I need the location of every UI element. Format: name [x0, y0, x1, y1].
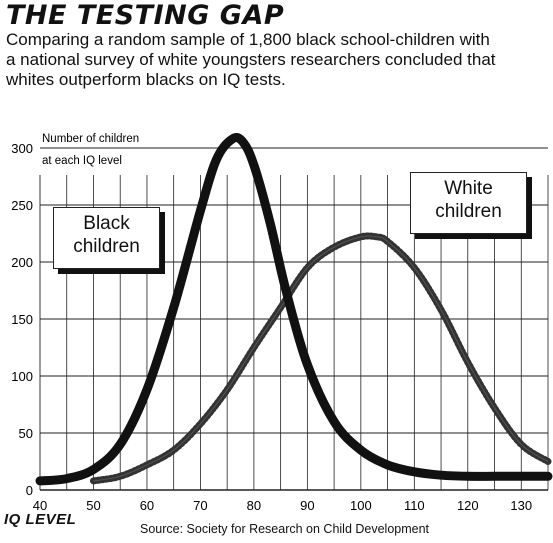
y-tick-label: 250 — [11, 198, 33, 213]
chart-title: THE TESTING GAP — [6, 0, 285, 31]
legend-white-children: White children — [410, 172, 527, 234]
x-tick-label: 120 — [457, 498, 479, 513]
x-tick-labels: 40 50 60 70 80 90 100 110 120 130 — [33, 498, 532, 513]
y-tick-label: 150 — [11, 312, 33, 327]
x-tick-label: 40 — [33, 498, 47, 513]
chart-subtitle: Comparing a random sample of 1,800 black… — [6, 30, 496, 89]
y-tick-label: 0 — [26, 483, 33, 498]
y-tick-labels: 0 50 100 150 200 250 300 — [11, 141, 33, 498]
y-axis-label-line2: at each IQ level — [42, 155, 122, 167]
x-tick-label: 110 — [404, 498, 425, 513]
x-tick-label: 130 — [510, 498, 532, 513]
series-black-children-line — [35, 133, 553, 486]
x-tick-label: 60 — [140, 498, 154, 513]
x-tick-label: 50 — [86, 498, 100, 513]
y-axis-label-line1: Number of children — [42, 133, 139, 145]
y-tick-label: 100 — [11, 369, 33, 384]
y-tick-label: 300 — [11, 141, 33, 156]
x-tick-label: 100 — [350, 498, 372, 513]
source-note: Source: Society for Research on Child De… — [140, 522, 430, 536]
x-tick-label: 70 — [193, 498, 207, 513]
y-tick-label: 50 — [19, 426, 33, 441]
legend-black-children: Black children — [53, 207, 160, 269]
y-tick-label: 200 — [11, 255, 33, 270]
legend-white-label: White children — [435, 178, 502, 222]
series-white-children-outline — [93, 235, 549, 482]
x-tick-label: 90 — [300, 498, 314, 513]
curves — [35, 133, 553, 486]
x-tick-label: 80 — [247, 498, 261, 513]
x-axis-label: IQ LEVEL — [4, 511, 77, 528]
legend-black-label: Black children — [73, 213, 140, 257]
